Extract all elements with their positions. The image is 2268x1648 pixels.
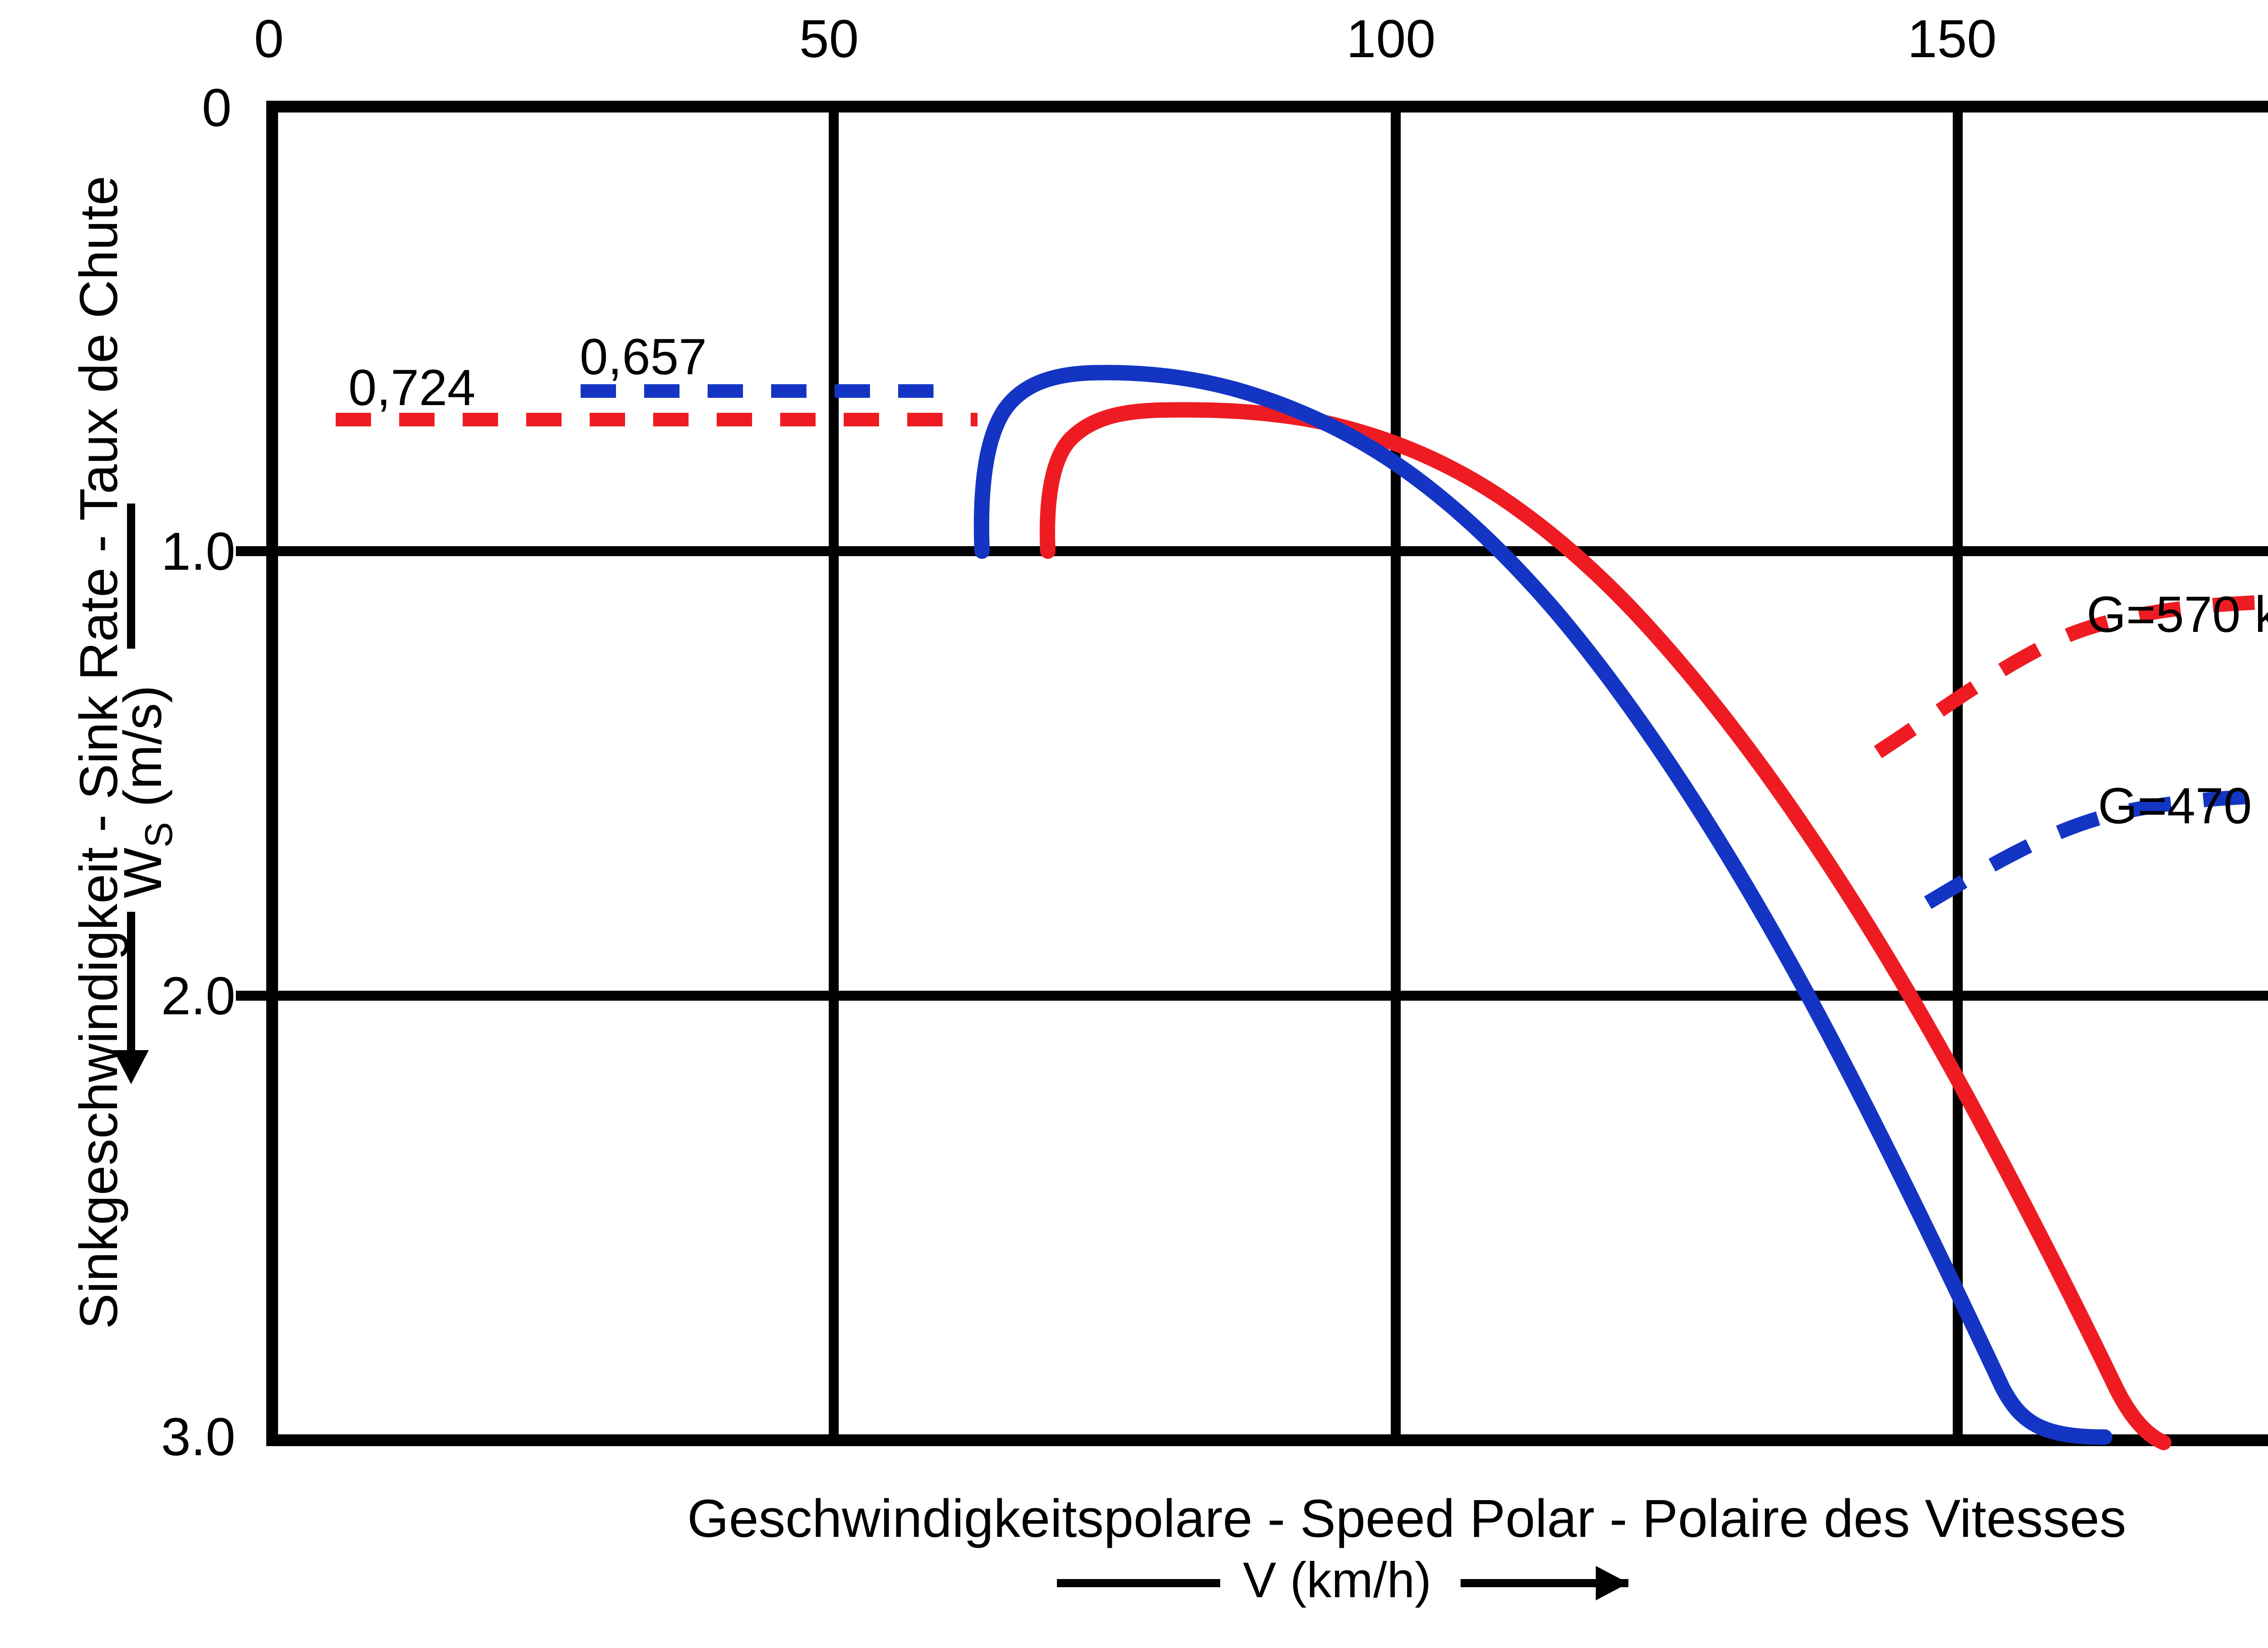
min-sink-label-570: 0,724 [348,359,476,416]
y-axis-sub-symbol: W [113,847,173,898]
x-axis-title: Geschwindigkeitspolare - Speed Polar - P… [687,1489,2126,1549]
y-axis-sub-units: (m/s) [113,685,173,822]
gridlines-horizontal [272,546,2268,1001]
x-tick-label-50: 50 [799,9,859,69]
y-axis-subtitle: WS (m/s) [112,685,181,899]
x-tick-label-0: 0 [254,9,284,69]
x-axis-subtitle: V (km/h) [1243,1552,1432,1608]
y-tick-label-0: 0 [202,78,232,138]
y-caption-arrowhead [113,1050,149,1084]
y-tick-label-2: 2.0 [161,966,236,1026]
y-axis-ticks [236,546,272,1001]
leader-line-570 [1874,595,2268,758]
x-tick-label-150: 150 [1907,9,1997,69]
x-tick-label-100: 100 [1346,9,1436,69]
polar-curve-570 [1040,402,2171,1450]
y-axis-subtitle-wrap: WS (m/s) [112,685,181,899]
y-axis-arrow-decoration [113,504,149,1084]
y-tick-label-1: 1.0 [161,522,236,582]
y-axis-sub-subscript: S [137,822,181,848]
legend-label-470: G=470 kp [2098,778,2268,834]
min-sink-label-470: 0,657 [580,328,707,385]
polar-curve-470 [973,365,2112,1445]
x-axis-arrow-decoration [1057,1566,1628,1600]
gridlines-vertical [829,107,1963,1440]
x-caption-arrowhead [1596,1566,1628,1600]
legend-label-570: G=570 kp [2087,586,2268,643]
y-tick-label-3: 3.0 [161,1407,236,1467]
plot-frame [266,101,2268,1446]
